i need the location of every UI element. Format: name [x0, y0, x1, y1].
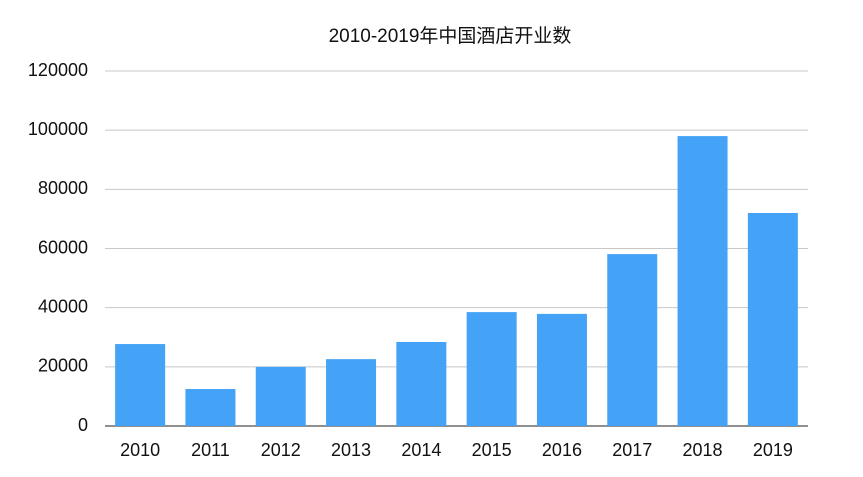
y-tick-label: 20000 [38, 356, 88, 376]
bar [185, 389, 236, 426]
x-tick-label: 2010 [120, 440, 160, 460]
bar [466, 312, 517, 426]
y-tick-label: 80000 [38, 178, 88, 198]
chart-title: 2010-2019年中国酒店开业数 [329, 25, 572, 47]
y-tick-label: 120000 [28, 60, 88, 80]
x-tick-label: 2011 [191, 440, 230, 460]
bar [677, 136, 728, 427]
y-tick-label: 60000 [38, 237, 88, 257]
x-tick-label: 2014 [401, 440, 441, 460]
x-tick-label: 2015 [472, 440, 512, 460]
y-tick-label: 100000 [28, 119, 88, 139]
x-tick-label: 2018 [683, 440, 723, 460]
x-tick-label: 2016 [542, 440, 582, 460]
x-tick-label: 2013 [331, 440, 371, 460]
x-tick-label: 2019 [753, 440, 793, 460]
x-tick-label: 2017 [612, 440, 652, 460]
y-tick-label: 0 [78, 415, 88, 435]
x-tick-label: 2012 [261, 440, 301, 460]
bar [115, 344, 166, 426]
bar [607, 254, 658, 426]
bar [396, 341, 447, 426]
bar [536, 313, 587, 426]
bar [255, 366, 306, 426]
y-tick-label: 40000 [38, 296, 88, 316]
bar [747, 213, 798, 426]
bar [326, 359, 377, 426]
